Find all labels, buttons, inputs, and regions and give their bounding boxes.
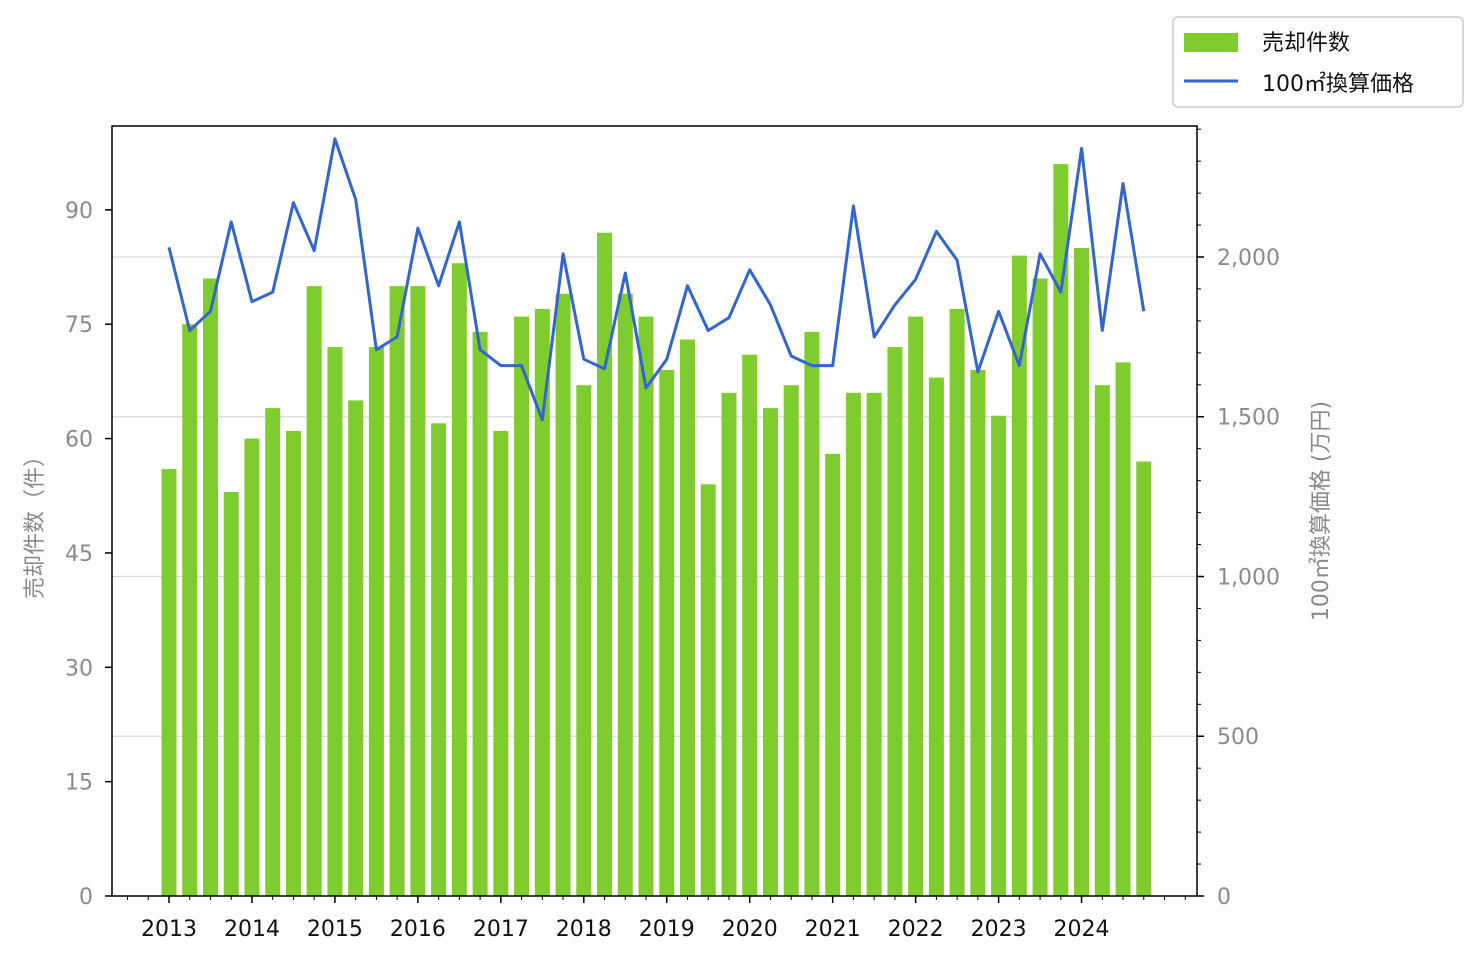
bar: [431, 423, 447, 896]
bar: [285, 430, 301, 896]
bar: [1053, 164, 1069, 897]
bar: [659, 369, 675, 896]
bar: [534, 308, 550, 896]
bar: [845, 392, 861, 896]
bar-series: [161, 164, 1152, 897]
bar: [991, 415, 1007, 896]
right-tick-label: 0: [1217, 885, 1231, 910]
bar: [265, 408, 281, 896]
right-tick-label: 1,500: [1217, 406, 1280, 431]
bar: [327, 347, 343, 896]
x-tick-label: 2017: [473, 917, 529, 942]
bar: [908, 316, 924, 896]
bar: [762, 408, 778, 896]
legend-box: [1172, 16, 1464, 108]
bar: [348, 400, 364, 896]
bar: [1094, 385, 1110, 896]
bar: [161, 469, 177, 896]
x-tick-label: 2013: [141, 917, 197, 942]
axis-ticks: 0 15 30 45 60 75 90 0 500 1,000 1,500 2,000 2013 2014…: [65, 128, 1280, 942]
bar: [970, 369, 986, 896]
bar: [1136, 461, 1152, 896]
bar: [1011, 255, 1027, 897]
x-tick-label: 2016: [390, 917, 446, 942]
bar: [1115, 362, 1131, 896]
bar: [680, 339, 695, 896]
x-tick-label: 2020: [722, 917, 778, 942]
left-tick-label: 30: [65, 656, 93, 681]
bar: [597, 232, 613, 896]
bar: [202, 278, 218, 897]
bar: [1074, 247, 1090, 896]
bar: [368, 347, 384, 896]
bar: [742, 354, 758, 896]
bar: [866, 392, 882, 896]
left-tick-label: 60: [65, 428, 93, 453]
legend-bar-swatch: [1184, 33, 1238, 52]
left-tick-label: 75: [65, 313, 93, 338]
bar: [804, 331, 820, 897]
bar: [887, 347, 903, 896]
bar: [493, 430, 509, 896]
legend-line-label: 100㎡換算価格: [1262, 71, 1414, 97]
bar: [721, 392, 737, 896]
left-axis-label: 売却件数（件）: [23, 445, 48, 599]
bar: [1032, 278, 1048, 897]
bar: [638, 316, 654, 896]
bar: [306, 286, 322, 896]
bar: [182, 324, 198, 896]
plot-frame: [111, 125, 1198, 897]
x-tick-label: 2018: [556, 917, 612, 942]
bar: [389, 286, 405, 896]
bar: [223, 491, 239, 896]
left-tick-label: 45: [65, 542, 93, 567]
left-tick-label: 15: [65, 771, 93, 796]
x-tick-label: 2021: [805, 917, 861, 942]
bar: [617, 293, 633, 896]
bar: [576, 385, 592, 896]
bar: [472, 331, 488, 897]
x-tick-label: 2022: [888, 917, 944, 942]
x-tick-label: 2024: [1054, 917, 1110, 942]
right-tick-label: 1,000: [1217, 565, 1280, 590]
x-tick-label: 2019: [639, 917, 695, 942]
legend: 売却件数 100㎡換算価格: [1172, 16, 1464, 108]
bar: [555, 293, 571, 896]
bar: [700, 484, 716, 896]
x-tick-label: 2023: [971, 917, 1027, 942]
bar: [783, 385, 799, 896]
bar: [244, 438, 260, 896]
bar: [949, 308, 965, 896]
x-tick-label: 2015: [307, 917, 363, 942]
left-tick-label: 0: [79, 885, 93, 910]
bar: [410, 286, 426, 896]
bar: [928, 377, 944, 896]
right-tick-label: 500: [1217, 725, 1259, 750]
x-tick-label: 2014: [224, 917, 280, 942]
bar: [825, 453, 841, 896]
price-line: [167, 137, 1146, 422]
right-tick-label: 2,000: [1217, 246, 1280, 271]
right-axis-label: 100㎡換算価格 (万円): [1308, 401, 1334, 621]
bar: [514, 316, 530, 896]
legend-bar-label: 売却件数: [1262, 31, 1350, 56]
left-tick-label: 90: [65, 199, 93, 224]
bar: [451, 263, 467, 896]
